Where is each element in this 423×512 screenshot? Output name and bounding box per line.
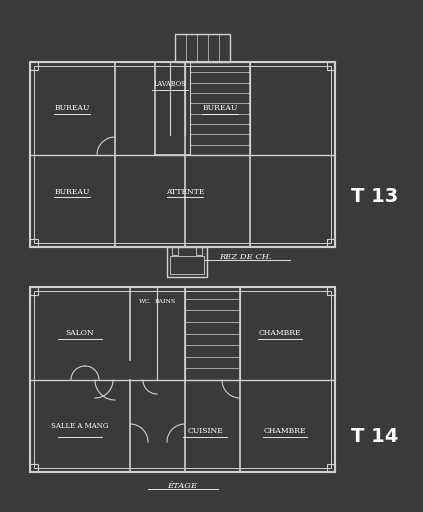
Text: BAINS: BAINS	[154, 300, 176, 304]
Bar	[170, 256, 204, 274]
Text: SALLE A MANG: SALLE A MANG	[51, 422, 109, 430]
Text: BUREAU: BUREAU	[54, 104, 90, 112]
Text: ATTENTE: ATTENTE	[166, 187, 204, 196]
Text: T 13: T 13	[352, 187, 398, 206]
Text: CHAMBRE: CHAMBRE	[259, 329, 301, 337]
Bar	[327, 464, 335, 472]
Bar	[167, 247, 207, 277]
Bar	[327, 239, 335, 247]
Bar	[196, 247, 202, 255]
Text: LAVABOS: LAVABOS	[154, 80, 187, 88]
Text: T 14: T 14	[352, 428, 399, 446]
Bar	[172, 247, 178, 255]
Text: BUREAU: BUREAU	[202, 104, 238, 112]
Text: BUREAU: BUREAU	[54, 187, 90, 196]
Bar	[34, 66, 331, 243]
Bar	[327, 287, 335, 295]
Bar	[175, 34, 230, 62]
Bar	[30, 287, 335, 472]
Text: WC.: WC.	[139, 300, 151, 304]
Bar	[327, 62, 335, 70]
Text: REZ DE CH.: REZ DE CH.	[219, 253, 271, 261]
Bar	[190, 62, 250, 155]
Bar	[30, 62, 335, 247]
Bar	[30, 239, 38, 247]
Bar	[30, 464, 38, 472]
Bar	[30, 287, 38, 295]
Bar	[34, 291, 331, 468]
Text: SALON: SALON	[66, 329, 94, 337]
Text: ÉTAGE: ÉTAGE	[167, 482, 197, 490]
Text: CUISINE: CUISINE	[187, 428, 223, 435]
Bar	[30, 62, 38, 70]
Bar	[185, 287, 240, 380]
Text: CHAMBRE: CHAMBRE	[264, 428, 306, 435]
